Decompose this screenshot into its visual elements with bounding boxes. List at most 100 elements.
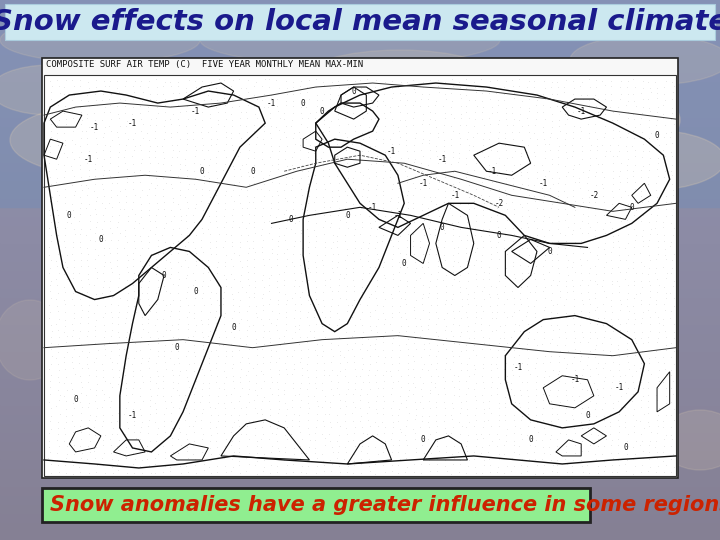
Point: [270, 212, 282, 221]
Point: [500, 166, 511, 174]
Point: [107, 411, 118, 420]
Point: [529, 186, 541, 195]
Point: [220, 153, 232, 162]
Point: [130, 307, 141, 316]
Point: [289, 211, 300, 219]
Point: [650, 347, 662, 355]
Point: [483, 225, 495, 234]
Point: [81, 109, 93, 118]
Point: [113, 218, 125, 226]
Point: [386, 312, 397, 321]
Point: [423, 224, 435, 233]
Point: [509, 339, 521, 348]
Point: [53, 461, 64, 470]
Point: [84, 399, 95, 407]
Point: [258, 271, 269, 279]
Point: [447, 306, 459, 315]
Point: [546, 262, 558, 271]
Point: [629, 198, 641, 207]
Point: [66, 76, 78, 84]
Point: [204, 437, 215, 445]
Point: [636, 359, 647, 367]
Point: [134, 102, 145, 110]
Point: [234, 357, 246, 366]
Point: [485, 120, 496, 129]
Point: [501, 216, 513, 225]
Point: [356, 178, 367, 187]
Point: [318, 327, 329, 335]
Point: [574, 107, 585, 116]
Point: [145, 332, 156, 341]
Point: [195, 235, 207, 244]
Point: [112, 244, 123, 253]
Text: 0: 0: [231, 323, 236, 332]
Point: [304, 161, 315, 170]
Point: [485, 237, 496, 245]
Point: [400, 422, 412, 431]
Point: [81, 159, 92, 167]
Point: [424, 385, 436, 394]
Point: [91, 386, 102, 394]
Point: [491, 147, 503, 156]
Point: [279, 193, 290, 202]
Point: [454, 129, 465, 137]
Bar: [0, 494, 720, 504]
Point: [644, 140, 655, 149]
Point: [661, 392, 672, 400]
Point: [475, 191, 487, 199]
Point: [219, 101, 230, 110]
Point: [636, 396, 647, 404]
Point: [158, 135, 170, 144]
Point: [552, 321, 563, 329]
Point: [431, 460, 443, 469]
Point: [575, 255, 586, 264]
Point: [296, 191, 307, 199]
Point: [552, 435, 563, 443]
Point: [153, 450, 164, 458]
Point: [143, 415, 155, 424]
Point: [174, 366, 186, 375]
Point: [294, 237, 306, 245]
Point: [407, 242, 418, 251]
Point: [289, 391, 301, 400]
Text: 0: 0: [629, 203, 634, 212]
Point: [243, 146, 255, 154]
Point: [422, 258, 433, 266]
Point: [546, 231, 558, 239]
Point: [523, 120, 534, 129]
Point: [392, 237, 404, 245]
Point: [341, 468, 353, 476]
Point: [112, 236, 124, 245]
Point: [568, 295, 580, 304]
Point: [356, 422, 367, 431]
Point: [219, 107, 230, 116]
Point: [598, 416, 610, 424]
Point: [175, 216, 186, 225]
Point: [448, 244, 459, 252]
Point: [166, 424, 177, 433]
Point: [74, 397, 86, 406]
Point: [425, 230, 436, 238]
Point: [460, 102, 472, 110]
Point: [454, 212, 466, 220]
Point: [128, 287, 140, 296]
Point: [74, 442, 86, 450]
Point: [220, 218, 232, 226]
Point: [204, 358, 215, 367]
Point: [218, 313, 230, 321]
Point: [607, 468, 618, 476]
Point: [446, 281, 458, 289]
Point: [513, 249, 525, 258]
Point: [220, 441, 231, 450]
Point: [392, 469, 404, 477]
Point: [81, 332, 93, 340]
Point: [97, 90, 109, 98]
Point: [508, 353, 520, 362]
Point: [566, 230, 577, 238]
Point: [134, 404, 145, 413]
Point: [126, 205, 138, 213]
Bar: [0, 323, 720, 333]
Point: [46, 109, 58, 117]
Point: [278, 268, 289, 276]
Point: [295, 346, 307, 354]
